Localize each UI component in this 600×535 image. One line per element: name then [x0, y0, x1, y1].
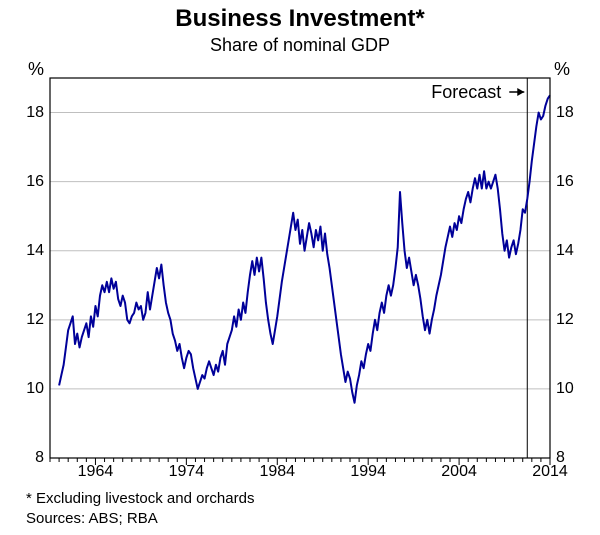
- y-tick-left-18: 18: [4, 104, 44, 122]
- y-tick-right-16: 16: [556, 173, 574, 191]
- y-tick-right-18: 18: [556, 104, 574, 122]
- chart-footnote: * Excluding livestock and orchards: [26, 490, 254, 507]
- y-tick-right-14: 14: [556, 242, 574, 260]
- y-tick-right-10: 10: [556, 380, 574, 398]
- x-tick-1994: 1994: [343, 463, 393, 481]
- chart-container: { "chart": { "type": "line", "title": "B…: [0, 0, 600, 535]
- x-tick-2014: 2014: [525, 463, 575, 481]
- chart-plot: [0, 0, 600, 535]
- chart-sources: Sources: ABS; RBA: [26, 510, 158, 527]
- y-tick-left-12: 12: [4, 311, 44, 329]
- y-tick-left-8: 8: [4, 449, 44, 467]
- y-tick-left-14: 14: [4, 242, 44, 260]
- x-tick-1964: 1964: [70, 463, 120, 481]
- forecast-label: Forecast: [431, 82, 501, 103]
- x-tick-1984: 1984: [252, 463, 302, 481]
- y-tick-right-12: 12: [556, 311, 574, 329]
- x-tick-1974: 1974: [161, 463, 211, 481]
- y-tick-left-10: 10: [4, 380, 44, 398]
- y-tick-left-16: 16: [4, 173, 44, 191]
- x-tick-2004: 2004: [434, 463, 484, 481]
